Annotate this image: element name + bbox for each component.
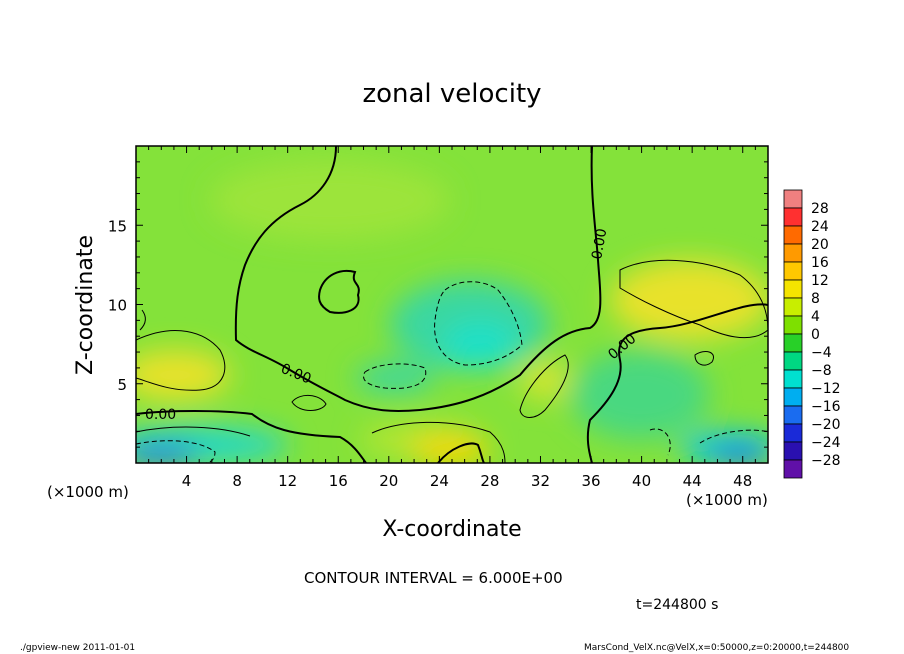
colorbar-swatch (783, 243, 803, 263)
colorbar-swatch (783, 333, 803, 353)
colorbar-label: −8 (811, 363, 832, 379)
colorbar-label: 20 (811, 237, 829, 253)
x-tick-label: 12 (278, 472, 297, 490)
colorbar: 28 24 20 16 12 8 4 0 −4 −8 −12 −16 −20 −24 −28 (783, 189, 841, 479)
y-tick-label: 5 (117, 376, 127, 394)
colorbar-swatch (783, 441, 803, 461)
y-tick-label: 10 (108, 297, 127, 315)
footer-left: ./gpview-new 2011-01-01 (20, 643, 135, 653)
contour-lines (136, 146, 768, 463)
x-tick-label: 28 (480, 472, 499, 490)
y-axis: 5 10 15 (108, 161, 768, 448)
colorbar-swatch (783, 225, 803, 245)
colorbar-label: −4 (811, 345, 832, 361)
colorbar-swatch (783, 423, 803, 443)
x-tick-label: 44 (683, 472, 702, 490)
colorbar-swatch (783, 387, 803, 407)
x-tick-label: 24 (430, 472, 449, 490)
x-unit-note-right: (×1000 m) (686, 491, 768, 509)
colorbar-label: −12 (811, 381, 841, 397)
x-tick-label: 36 (581, 472, 600, 490)
colorbar-label: −20 (811, 417, 841, 433)
colorbar-swatch (783, 315, 803, 335)
contour-interval: CONTOUR INTERVAL = 6.000E+00 (304, 569, 563, 587)
x-tick-label: 40 (632, 472, 651, 490)
colorbar-swatch (783, 459, 803, 479)
x-tick-label: 20 (379, 472, 398, 490)
colorbar-swatch (783, 279, 803, 299)
contour-label: 0.00 (589, 227, 610, 260)
colorbar-swatch (783, 297, 803, 317)
x-tick-label: 16 (329, 472, 348, 490)
colorbar-label: 28 (811, 201, 829, 217)
x-tick-label: 4 (182, 472, 192, 490)
colorbar-label: 8 (811, 291, 820, 307)
y-axis-label: Z-coordinate (73, 235, 98, 375)
colorbar-label: −16 (811, 399, 841, 415)
x-tick-label: 48 (733, 472, 752, 490)
x-axis-label: X-coordinate (382, 517, 521, 542)
colorbar-label: −28 (811, 453, 841, 469)
colorbar-label: −24 (811, 435, 841, 451)
chart-title: zonal velocity (362, 79, 541, 109)
x-tick-label: 32 (531, 472, 550, 490)
x-unit-note: (×1000 m) (47, 483, 129, 501)
colorbar-label: 12 (811, 273, 829, 289)
x-tick-label: 8 (232, 472, 242, 490)
velocity-field: 0.00 0.00 0.00 0.00 (136, 146, 768, 463)
colorbar-swatch (783, 369, 803, 389)
colorbar-swatch (783, 261, 803, 281)
negative-contours (136, 281, 768, 463)
colorbar-swatch (783, 405, 803, 425)
colorbar-swatch (783, 351, 803, 371)
colorbar-label: 24 (811, 219, 829, 235)
footer-right: MarsCond_VelX.nc@VelX,x=0:50000,z=0:2000… (584, 643, 849, 653)
x-axis: 4 8 12 16 20 24 28 32 36 40 44 48 (148, 146, 756, 490)
contour-label: 0.00 (145, 407, 176, 423)
y-tick-label: 15 (108, 217, 127, 235)
time-label: t=244800 s (636, 597, 718, 613)
colorbar-label: 16 (811, 255, 829, 271)
colorbar-label: 0 (811, 327, 820, 343)
colorbar-swatch (783, 207, 803, 227)
colorbar-label: 4 (811, 309, 820, 325)
colorbar-swatch (783, 189, 803, 209)
